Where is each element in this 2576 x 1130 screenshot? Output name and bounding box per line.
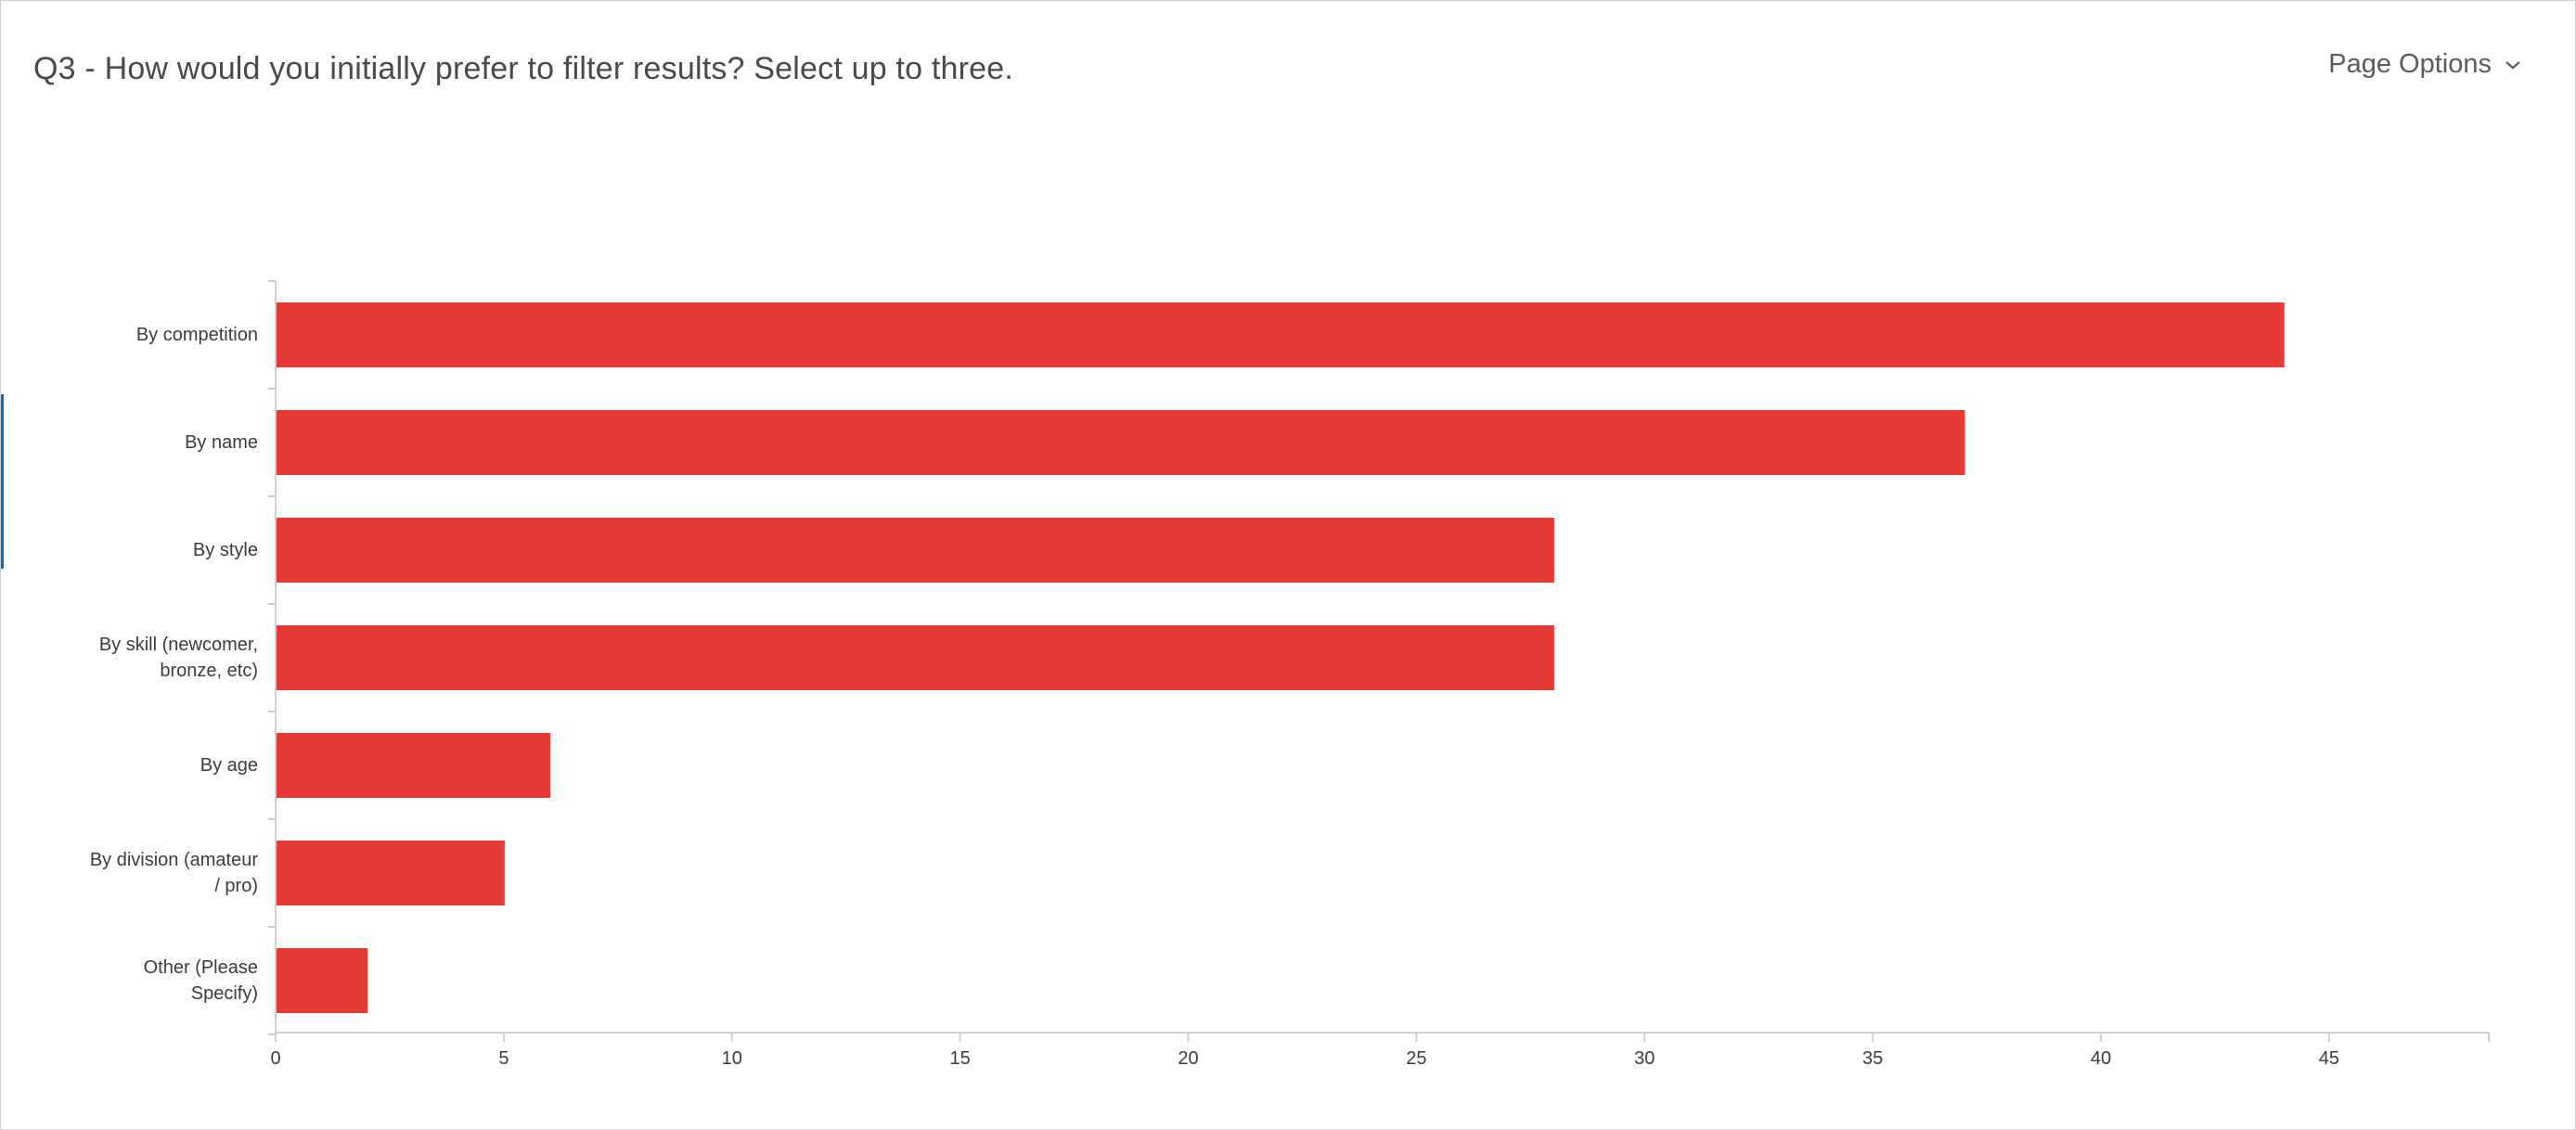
category-label-line: Other (Please	[143, 957, 258, 978]
bar	[277, 733, 551, 798]
category-label-line: By division (amateur	[89, 850, 258, 870]
x-tick-label: 30	[1634, 1048, 1655, 1069]
x-tick-label: 5	[498, 1048, 509, 1069]
page-options-label: Page Options	[2328, 49, 2492, 79]
x-tick-label: 25	[1406, 1048, 1426, 1069]
bar	[277, 625, 1554, 690]
category-label-line: By style	[192, 540, 258, 560]
page-title: Q3 - How would you initially prefer to f…	[33, 51, 1014, 86]
category-label-line: By name	[185, 432, 258, 453]
x-tick-label: 45	[2319, 1048, 2339, 1069]
x-tick-label: 40	[2091, 1048, 2111, 1069]
category-label: By competition	[54, 322, 258, 348]
bar	[277, 410, 1965, 475]
category-label-line: By skill (newcomer,	[98, 635, 258, 655]
bar	[277, 518, 1554, 583]
bar	[277, 841, 505, 905]
category-label-line: / pro)	[214, 876, 258, 896]
x-tick-label: 20	[1178, 1048, 1198, 1069]
category-label-line: Specify)	[190, 983, 258, 1004]
category-label: By style	[54, 537, 258, 563]
x-tick-label: 0	[270, 1048, 280, 1069]
bar	[277, 948, 368, 1013]
category-label-line: By competition	[135, 325, 258, 345]
category-label-line: bronze, etc)	[160, 661, 258, 681]
category-label-line: By age	[200, 755, 258, 776]
x-tick-label: 10	[722, 1048, 742, 1069]
bar	[277, 302, 2285, 367]
x-tick-label: 15	[950, 1048, 971, 1069]
category-label: By age	[54, 752, 258, 778]
page-options-button[interactable]: Page Options	[2328, 49, 2521, 80]
x-tick-label: 35	[1862, 1048, 1883, 1069]
category-label: Other (Please Specify)	[54, 955, 258, 1007]
chevron-down-icon	[2505, 59, 2521, 71]
category-label: By name	[54, 430, 258, 456]
category-label: By division (amateur / pro)	[54, 847, 258, 899]
selection-marker	[1, 394, 4, 569]
category-label: By skill (newcomer, bronze, etc)	[54, 632, 258, 684]
